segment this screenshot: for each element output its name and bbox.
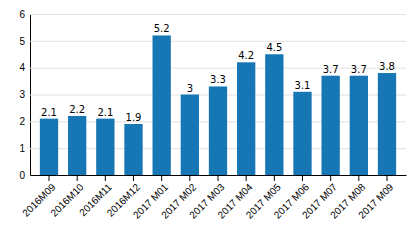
data-label: 2.1 xyxy=(41,107,57,118)
data-label: 3.3 xyxy=(210,74,226,85)
data-label: 3 xyxy=(187,83,193,94)
tick-mark xyxy=(330,175,331,181)
y-axis: 0 1 2 3 4 5 6 xyxy=(19,9,406,181)
y-tick-label: 0 xyxy=(19,170,25,181)
y-tick-label: 4 xyxy=(19,62,25,73)
chart: 0 1 2 3 4 5 6 2016M092016M102016M112016M122017 … xyxy=(0,0,416,227)
bar xyxy=(378,73,396,175)
y-tick-label: 5 xyxy=(19,36,25,47)
bar xyxy=(68,116,86,175)
y-tick-label: 3 xyxy=(19,89,25,100)
tick-mark xyxy=(246,175,247,181)
y-tick: 6 xyxy=(19,9,406,20)
data-label: 3.8 xyxy=(379,61,395,72)
data-label: 2.1 xyxy=(97,107,113,118)
data-label: 2.2 xyxy=(69,104,85,115)
tick-mark xyxy=(133,175,134,181)
data-label: 3.1 xyxy=(295,80,311,91)
y-tick-label: 2 xyxy=(19,116,25,127)
data-label: 4.5 xyxy=(266,42,282,53)
tick-mark xyxy=(161,175,162,181)
bar xyxy=(350,76,368,175)
x-axis: 2016M092016M102016M112016M122017 M012017… xyxy=(20,175,406,221)
tick-mark xyxy=(218,175,219,181)
bar xyxy=(124,124,142,175)
bar xyxy=(153,35,171,175)
data-label: 3.7 xyxy=(323,64,339,75)
data-label: 3.7 xyxy=(351,64,367,75)
data-label: 4.2 xyxy=(238,50,254,61)
bar xyxy=(96,119,114,175)
data-label: 5.2 xyxy=(154,23,170,34)
bar xyxy=(181,95,199,176)
bars xyxy=(40,35,396,175)
tick-mark xyxy=(49,175,50,181)
tick-mark xyxy=(302,175,303,181)
tick-mark xyxy=(274,175,275,181)
bar xyxy=(293,92,311,175)
y-tick-label: 6 xyxy=(19,9,25,20)
y-tick: 4 xyxy=(19,62,406,73)
y-tick-label: 1 xyxy=(19,143,25,154)
bar xyxy=(322,76,340,175)
x-tick: 2017 M09 xyxy=(356,175,396,221)
bar xyxy=(209,86,227,175)
x-tick-label: 2017 M09 xyxy=(356,181,396,221)
tick-mark xyxy=(77,175,78,181)
tick-mark xyxy=(105,175,106,181)
tick-mark xyxy=(358,175,359,181)
grid-line xyxy=(30,14,406,15)
bar xyxy=(265,54,283,175)
plot: 0 1 2 3 4 5 6 2016M092016M102016M112016M122017 … xyxy=(19,9,406,221)
bar xyxy=(40,119,58,175)
grid-line xyxy=(30,41,406,42)
grid-line xyxy=(30,68,406,69)
data-labels: 2.1 2.2 2.1 1.9 5.2 3 3.3 4.2 4.5 3.1 3.7 3.7 3.8 xyxy=(41,23,395,123)
y-tick: 5 xyxy=(19,36,406,47)
data-label: 1.9 xyxy=(126,112,142,123)
bar xyxy=(237,62,255,175)
tick-mark xyxy=(189,175,190,181)
tick-mark xyxy=(386,175,387,181)
